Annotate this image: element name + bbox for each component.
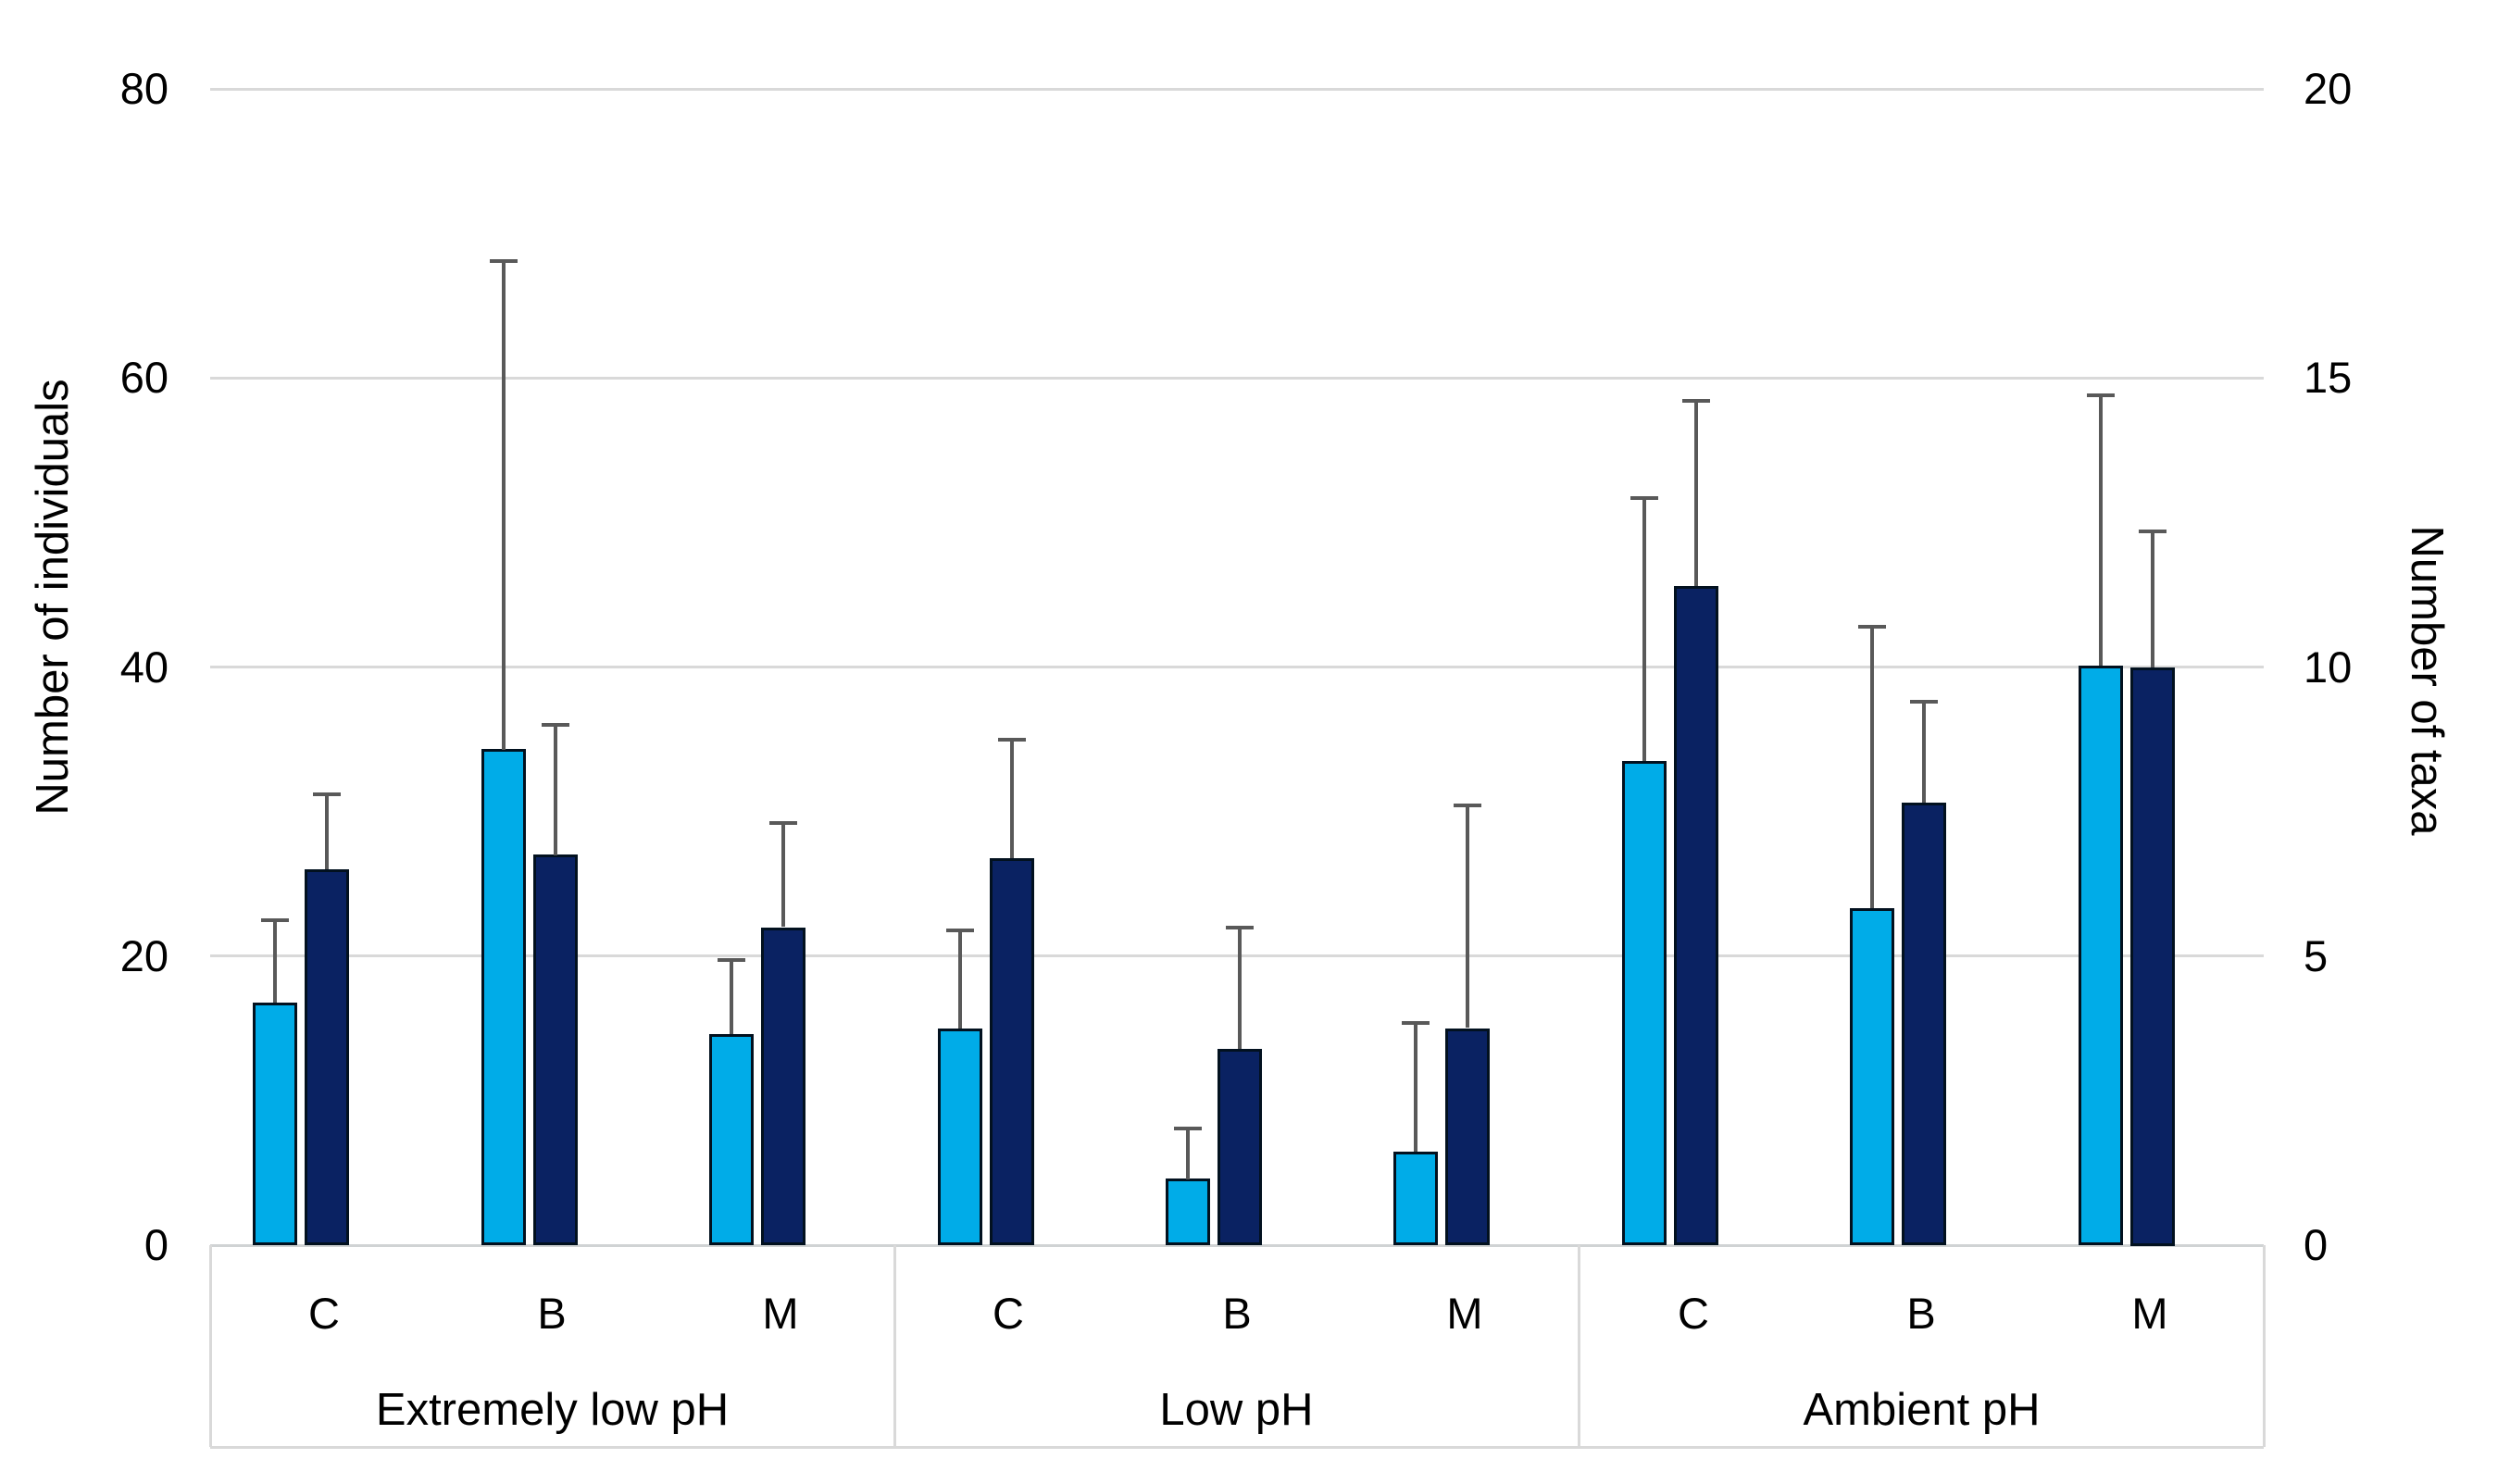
category-label: B — [1906, 1289, 1936, 1338]
error-bar-cap — [261, 918, 289, 922]
error-bar-taxa — [325, 794, 329, 869]
bar-taxa — [533, 854, 578, 1245]
right-axis-tick-label: 0 — [2304, 1220, 2329, 1269]
error-bar-cap — [1910, 700, 1938, 704]
error-bar-cap — [718, 958, 745, 962]
category-box-divider — [1578, 1245, 1580, 1447]
bar-individuals — [1850, 908, 1894, 1245]
bar-individuals — [938, 1029, 982, 1245]
gridline — [210, 954, 2264, 957]
error-bar-taxa — [554, 725, 557, 855]
category-label: B — [1222, 1289, 1252, 1338]
left-axis-tick-label: 60 — [119, 353, 169, 402]
bar-individuals — [253, 1003, 297, 1245]
gridline — [210, 88, 2264, 91]
category-label: C — [1678, 1289, 1709, 1338]
bar-individuals — [709, 1034, 754, 1245]
left-axis-tick-label: 80 — [119, 64, 169, 113]
error-bar-taxa — [1466, 805, 1469, 1028]
group-label: Ambient pH — [1803, 1385, 2041, 1435]
bar-individuals — [1166, 1178, 1210, 1245]
bar-individuals — [1622, 761, 1667, 1245]
category-box-divider — [2263, 1245, 2266, 1447]
bar-taxa — [1445, 1029, 1490, 1245]
bar-taxa — [305, 869, 349, 1245]
group-label: Extremely low pH — [375, 1385, 730, 1435]
error-bar-cap — [1454, 804, 1481, 807]
bar-taxa — [2130, 667, 2175, 1246]
bar-individuals — [1393, 1152, 1438, 1245]
error-bar-individuals — [1870, 627, 1874, 908]
error-bar-taxa — [1694, 401, 1698, 586]
category-label: C — [993, 1289, 1024, 1338]
right-axis-tick-label: 20 — [2304, 64, 2353, 113]
category-label: M — [2131, 1289, 2168, 1338]
error-bar-taxa — [1238, 928, 1242, 1049]
error-bar-individuals — [2099, 395, 2103, 666]
left-axis-tick-label: 40 — [119, 642, 169, 692]
error-bar-cap — [2139, 530, 2167, 533]
error-bar-individuals — [958, 930, 962, 1029]
right-axis-title: Number of taxa — [2402, 525, 2452, 836]
bar-taxa — [1218, 1049, 1262, 1245]
error-bar-cap — [1402, 1021, 1430, 1025]
error-bar-cap — [946, 929, 974, 932]
error-bar-individuals — [730, 960, 733, 1034]
error-bar-cap — [2087, 393, 2115, 397]
category-box-bottom-border — [210, 1446, 2264, 1449]
bar-individuals — [481, 749, 526, 1245]
category-label: M — [1446, 1289, 1483, 1338]
error-bar-individuals — [1642, 498, 1646, 761]
category-label: M — [762, 1289, 799, 1338]
bar-taxa — [1674, 586, 1718, 1245]
error-bar-individuals — [1186, 1129, 1190, 1179]
left-axis-tick-label: 0 — [144, 1220, 169, 1269]
left-axis-title: Number of individuals — [28, 379, 78, 816]
bar-individuals — [2079, 666, 2123, 1245]
error-bar-individuals — [502, 261, 506, 750]
left-axis-tick-label: 20 — [119, 931, 169, 980]
error-bar-taxa — [781, 823, 785, 927]
error-bar-cap — [1682, 399, 1710, 403]
error-bar-taxa — [1922, 702, 1926, 803]
category-box-divider — [209, 1245, 212, 1447]
error-bar-cap — [1174, 1127, 1202, 1130]
category-label: B — [537, 1289, 567, 1338]
error-bar-cap — [313, 792, 341, 796]
bar-taxa — [990, 858, 1034, 1245]
error-bar-cap — [769, 821, 797, 825]
error-bar-cap — [542, 723, 569, 727]
group-label: Low pH — [1159, 1385, 1314, 1435]
error-bar-taxa — [1010, 740, 1014, 858]
error-bar-cap — [998, 738, 1026, 742]
x-axis-line — [210, 1244, 2264, 1247]
error-bar-cap — [490, 259, 518, 263]
error-bar-cap — [1226, 926, 1254, 929]
bar-taxa — [761, 928, 805, 1245]
category-box-divider — [893, 1245, 896, 1447]
error-bar-individuals — [273, 920, 277, 1003]
bar-taxa — [1902, 803, 1946, 1245]
error-bar-cap — [1630, 496, 1658, 500]
category-label: C — [308, 1289, 340, 1338]
error-bar-individuals — [1414, 1023, 1417, 1152]
error-bar-taxa — [2151, 531, 2154, 667]
right-axis-tick-label: 10 — [2304, 642, 2353, 692]
gridline — [210, 666, 2264, 668]
right-axis-tick-label: 5 — [2304, 931, 2329, 980]
right-axis-tick-label: 15 — [2304, 353, 2353, 402]
error-bar-cap — [1858, 625, 1886, 629]
gridline — [210, 377, 2264, 380]
